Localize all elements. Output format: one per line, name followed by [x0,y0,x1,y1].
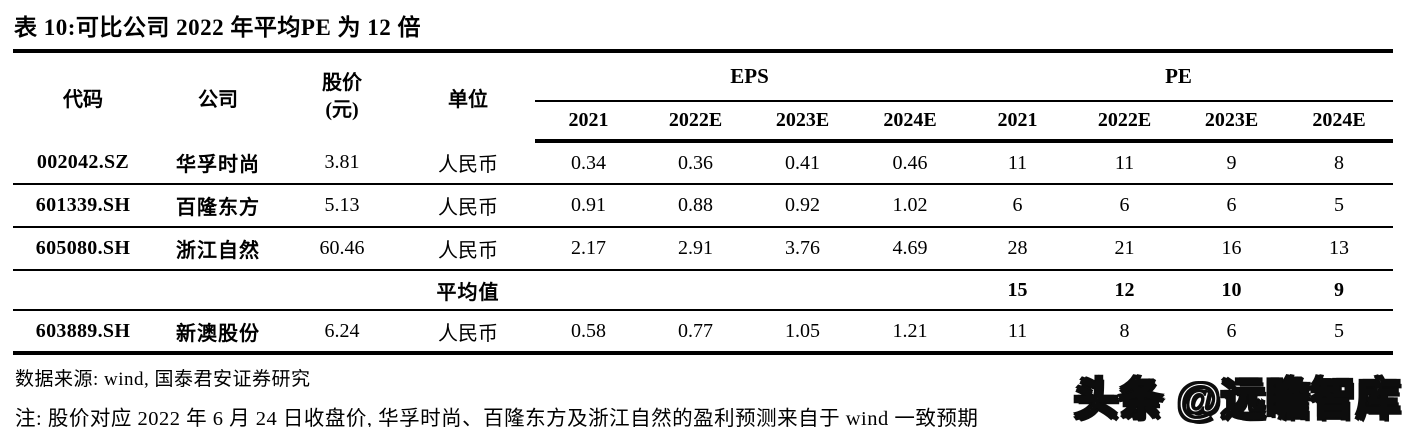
cell-code: 603889.SH [13,310,153,355]
cell-pe-2024e: 8 [1285,141,1394,185]
comparable-companies-table: 代码 公司 股价 (元) 单位 EPS PE 2021 2022E 2023E … [13,49,1394,355]
cell-pe-2024e: 5 [1285,310,1394,355]
cell-company [153,270,283,311]
cell-company: 浙江自然 [153,227,283,271]
cell-price: 3.81 [283,141,401,185]
cell-price: 5.13 [283,184,401,228]
header-price-line1: 股价 [322,72,362,94]
table-row-average: 平均值 15 12 10 9 [13,270,1394,311]
cell-company: 华孚时尚 [153,141,283,185]
table-row: 605080.SH 浙江自然 60.46 人民币 2.17 2.91 3.76 … [13,227,1394,271]
cell-price [283,270,401,311]
cell-code: 605080.SH [13,227,153,271]
cell-company: 新澳股份 [153,310,283,355]
cell-pe-2023e: 16 [1178,227,1286,271]
header-code: 代码 [63,88,103,111]
cell-eps-2024e: 4.69 [856,227,965,271]
cell-price: 60.46 [283,227,401,271]
cell-eps-2024e: 0.46 [856,141,965,185]
cell-pe-2021: 15 [964,270,1072,311]
cell-pe-2021: 6 [964,184,1072,228]
cell-eps-2022e: 0.88 [642,184,749,228]
table-row: 603889.SH 新澳股份 6.24 人民币 0.58 0.77 1.05 1… [13,310,1394,355]
table-title: 表 10:可比公司 2022 年平均PE 为 12 倍 [14,15,422,40]
cell-eps-2022e [642,270,749,311]
cell-price: 6.24 [283,310,401,355]
header-pe-year-2024e: 2024E [1285,101,1394,143]
table-row: 601339.SH 百隆东方 5.13 人民币 0.91 0.88 0.92 1… [13,184,1394,228]
footnote: 注: 股价对应 2022 年 6 月 24 日收盘价, 华孚时尚、百隆东方及浙江… [15,408,979,427]
header-company: 公司 [198,88,238,111]
cell-unit: 人民币 [401,141,535,185]
cell-pe-2021: 28 [964,227,1072,271]
cell-pe-2023e: 6 [1178,310,1286,355]
header-pe-year-2022e: 2022E [1071,101,1179,143]
table-row: 002042.SZ 华孚时尚 3.81 人民币 0.34 0.36 0.41 0… [13,141,1394,185]
cell-pe-2022e: 6 [1071,184,1179,228]
watermark: 头条 @远瞻智库 [1073,374,1401,425]
cell-eps-2024e: 1.02 [856,184,965,228]
cell-eps-2021: 2.17 [535,227,642,271]
cell-code: 002042.SZ [13,141,153,185]
cell-unit: 人民币 [401,227,535,271]
cell-eps-2023e: 1.05 [749,310,856,355]
header-eps-year-2023e: 2023E [749,101,856,143]
header-eps-year-2021: 2021 [535,101,642,143]
cell-eps-2022e: 0.36 [642,141,749,185]
cell-code: 601339.SH [13,184,153,228]
cell-eps-2023e: 3.76 [749,227,856,271]
cell-pe-2022e: 11 [1071,141,1179,185]
cell-pe-2022e: 21 [1071,227,1179,271]
header-eps-year-2024e: 2024E [856,101,965,143]
cell-code [13,270,153,311]
cell-eps-2024e: 1.21 [856,310,965,355]
header-eps-group: EPS [535,51,965,102]
cell-pe-2022e: 8 [1071,310,1179,355]
cell-pe-2023e: 6 [1178,184,1286,228]
cell-eps-2022e: 2.91 [642,227,749,271]
cell-eps-2023e [749,270,856,311]
cell-eps-2021 [535,270,642,311]
cell-eps-2024e [856,270,965,311]
data-source-note: 数据来源: wind, 国泰君安证券研究 [15,369,311,390]
cell-company: 百隆东方 [153,184,283,228]
cell-pe-2024e: 5 [1285,184,1394,228]
cell-unit: 人民币 [401,184,535,228]
cell-average-label: 平均值 [401,270,535,311]
cell-pe-2023e: 9 [1178,141,1286,185]
cell-pe-2024e: 9 [1285,270,1394,311]
cell-pe-2024e: 13 [1285,227,1394,271]
cell-pe-2022e: 12 [1071,270,1179,311]
cell-pe-2021: 11 [964,141,1072,185]
header-pe-group: PE [964,51,1394,102]
cell-eps-2021: 0.34 [535,141,642,185]
header-price-line2: (元) [325,99,359,121]
cell-eps-2021: 0.58 [535,310,642,355]
cell-eps-2023e: 0.92 [749,184,856,228]
header-pe-year-2021: 2021 [964,101,1072,143]
cell-pe-2021: 11 [964,310,1072,355]
header-eps-year-2022e: 2022E [642,101,749,143]
header-unit: 单位 [448,88,488,111]
cell-eps-2022e: 0.77 [642,310,749,355]
header-price: 股价 (元) [283,51,401,141]
cell-eps-2021: 0.91 [535,184,642,228]
header-row-years: 2021 2022E 2023E 2024E 2021 2022E 2023E … [13,101,1394,143]
header-row-groups: 代码 公司 股价 (元) 单位 EPS PE [13,51,1394,121]
cell-unit: 人民币 [401,310,535,355]
cell-eps-2023e: 0.41 [749,141,856,185]
cell-pe-2023e: 10 [1178,270,1286,311]
header-pe-year-2023e: 2023E [1178,101,1286,143]
